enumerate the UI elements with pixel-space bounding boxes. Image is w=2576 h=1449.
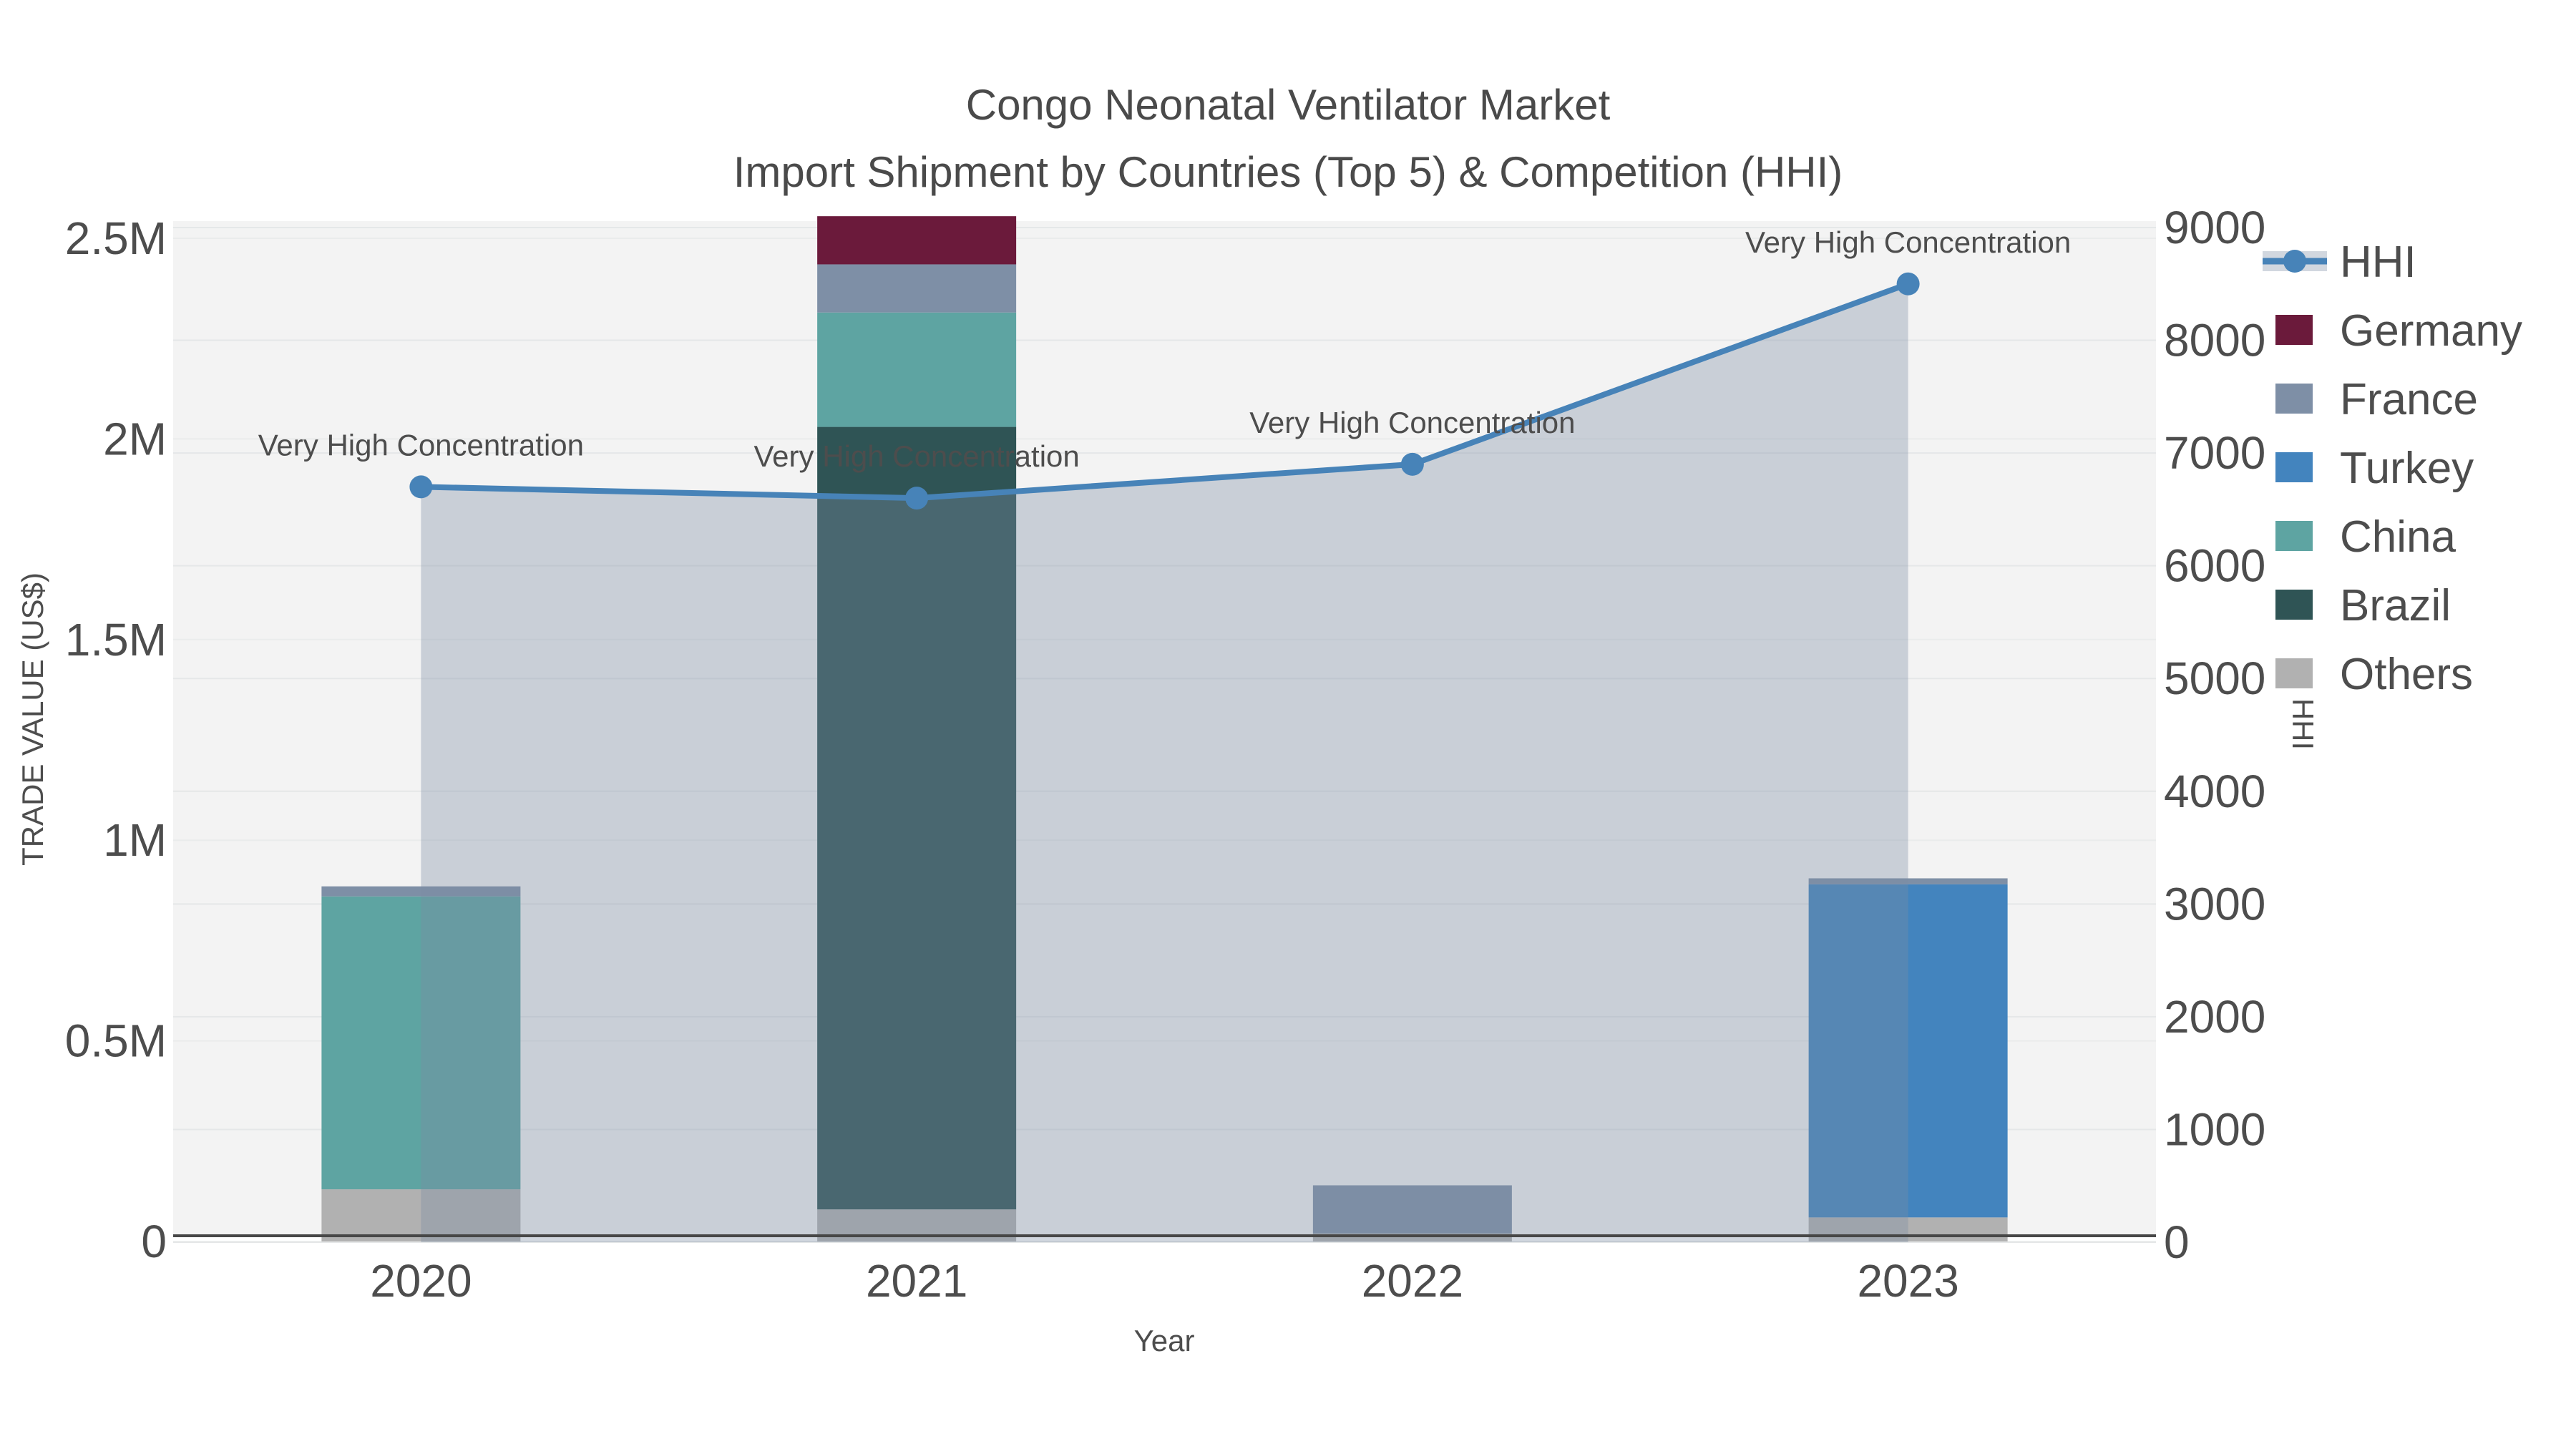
y-right-tick-label: 2000	[2164, 991, 2265, 1043]
hhi-marker-2021[interactable]	[905, 487, 929, 510]
bar-segment-france-2020[interactable]	[321, 886, 521, 897]
germany-swatch-icon	[2275, 315, 2313, 345]
legend-label-brazil: Brazil	[2340, 581, 2451, 630]
bar-segment-france-2023[interactable]	[1808, 878, 2008, 884]
bar-segment-france-2021[interactable]	[817, 264, 1017, 313]
legend-item-france[interactable]: France	[2275, 375, 2478, 424]
hhi-marker-2020[interactable]	[409, 475, 433, 499]
y-left-tick-label: 1.5M	[65, 614, 167, 665]
hhi-area-fill	[421, 283, 1908, 1242]
y-left-tick-label: 2M	[103, 413, 167, 464]
hhi-marker-2022[interactable]	[1400, 452, 1424, 476]
france-swatch-icon	[2275, 384, 2313, 414]
legend-item-turkey[interactable]: Turkey	[2275, 444, 2474, 493]
y-left-tick-label: 0	[141, 1216, 167, 1267]
legend-item-brazil[interactable]: Brazil	[2275, 581, 2451, 630]
legend-item-others[interactable]: Others	[2275, 650, 2473, 699]
bar-segment-brazil-2021[interactable]	[817, 426, 1017, 1210]
bar-segment-turkey-2023[interactable]	[1808, 884, 2008, 1218]
bar-segment-others-2023[interactable]	[1808, 1217, 2008, 1241]
hhi-marker-legend-icon	[2283, 250, 2306, 273]
bar-segment-others-2022[interactable]	[1312, 1233, 1512, 1241]
annotation-2023: Very High Concentration	[1745, 225, 2071, 259]
y-right-tick-label: 8000	[2164, 315, 2265, 366]
x-tick-label-2023: 2023	[1857, 1255, 1958, 1307]
legend-label-turkey: Turkey	[2340, 444, 2474, 493]
bar-segment-china-2021[interactable]	[817, 312, 1017, 427]
y-right-tick-label: 7000	[2164, 427, 2265, 479]
y-right-tick-label: 5000	[2164, 653, 2265, 704]
turkey-swatch-icon	[2275, 452, 2313, 482]
y-axis-right-title: HHI	[2286, 698, 2320, 750]
china-swatch-icon	[2275, 521, 2313, 551]
x-tick-label-2020: 2020	[370, 1255, 472, 1307]
hhi-line	[421, 281, 1909, 502]
x-tick-label-2021: 2021	[866, 1255, 967, 1307]
chart-title-line2: Import Shipment by Countries (Top 5) & C…	[733, 148, 1843, 196]
legend-label-hhi: HHI	[2340, 238, 2416, 287]
y-axis-left-title: TRADE VALUE (US$)	[16, 572, 49, 866]
y-right-tick-label: 9000	[2164, 202, 2265, 253]
hhi-marker-2023[interactable]	[1896, 272, 1920, 296]
bar-segment-others-2020[interactable]	[321, 1189, 521, 1241]
legend-label-germany: Germany	[2340, 306, 2522, 356]
bar-segment-china-2020[interactable]	[321, 896, 521, 1190]
y-left-tick-label: 2.5M	[65, 213, 167, 264]
y-right-tick-label: 1000	[2164, 1103, 2265, 1155]
x-axis-title: Year	[1134, 1324, 1195, 1357]
x-tick-label-2022: 2022	[1362, 1255, 1463, 1307]
chart-title-line1: Congo Neonatal Ventilator Market	[965, 81, 1611, 129]
brazil-swatch-icon	[2275, 590, 2313, 620]
legend-label-china: China	[2340, 512, 2457, 562]
legend-item-germany[interactable]: Germany	[2275, 306, 2522, 356]
y-left-tick-label: 1M	[103, 814, 167, 866]
annotation-2020: Very High Concentration	[258, 428, 584, 462]
y-right-tick-label: 0	[2164, 1216, 2190, 1268]
y-right-tick-label: 6000	[2164, 540, 2265, 592]
bar-segment-france-2022[interactable]	[1312, 1185, 1512, 1234]
legend-label-france: France	[2340, 375, 2478, 424]
chart-title: Congo Neonatal Ventilator Market Import …	[0, 72, 2576, 206]
y-right-tick-label: 3000	[2164, 878, 2265, 930]
annotation-2021: Very High Concentration	[753, 439, 1079, 473]
legend-label-others: Others	[2340, 650, 2473, 699]
legend-item-hhi[interactable]: HHI	[2263, 238, 2416, 287]
bar-segment-germany-2021[interactable]	[817, 216, 1017, 265]
y-right-tick-label: 4000	[2164, 766, 2265, 817]
others-swatch-icon	[2275, 658, 2313, 688]
y-left-tick-label: 0.5M	[65, 1015, 167, 1067]
annotation-2022: Very High Concentration	[1249, 406, 1575, 439]
legend-item-china[interactable]: China	[2275, 512, 2457, 562]
